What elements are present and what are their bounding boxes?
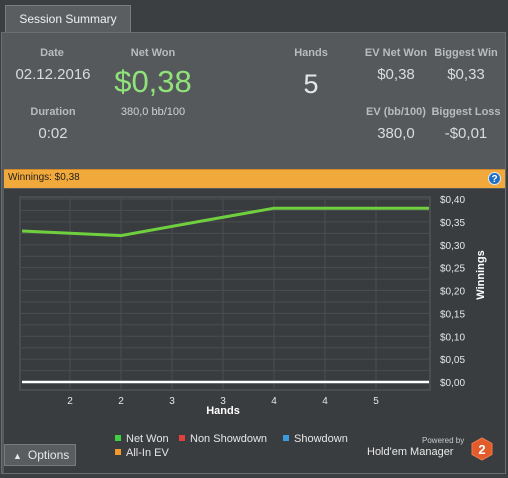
y-tick-label: $0,20 [440, 287, 465, 298]
x-tick-label: 4 [271, 396, 277, 407]
legend-label: All-In EV [126, 447, 169, 459]
y-tick-label: $0,30 [440, 241, 465, 252]
y-tick-label: $0,00 [440, 378, 465, 389]
x-tick-label: 2 [118, 396, 124, 407]
x-tick-label: 4 [322, 396, 328, 407]
duration-value: 0:02 [38, 125, 68, 142]
winnings-banner: Winnings: $0,38 ? [4, 169, 505, 188]
badge-number: 2 [478, 442, 485, 457]
powered-by-text: Powered by [422, 436, 465, 445]
date-label: Date [40, 47, 64, 59]
hands-value: 5 [303, 69, 319, 99]
plot-area [19, 196, 431, 391]
x-tick-label: 3 [169, 396, 175, 407]
legend-label: Net Won [126, 433, 169, 445]
winnings-chart-svg: $0,40 $0,35 $0,30 $0,25 $0,20 $0,15 $0,10 $0,05… [19, 195, 487, 417]
y-tick-label: $0,10 [440, 332, 465, 343]
net-won-bb-per-100: 380,0 bb/100 [120, 106, 186, 118]
brand-name: Hold'em Manager [367, 446, 454, 458]
y-tick-label: $0,15 [440, 309, 465, 320]
biggest-win-label: Biggest Win [434, 47, 498, 59]
question-icon[interactable]: ? [488, 172, 501, 185]
net-won-value: $0,38 [114, 64, 192, 99]
legend-item-net-won[interactable]: Net Won [115, 433, 169, 445]
session-summary-panel: Date 02.12.2016 Duration 0:02 Net Won $0… [1, 32, 506, 474]
x-tick-label: 3 [220, 396, 226, 407]
summary-stats: Date 02.12.2016 Duration 0:02 Net Won $0… [2, 33, 505, 167]
legend-swatch [283, 435, 289, 442]
date-value: 02.12.2016 [15, 66, 91, 83]
y-axis-label: Winnings [475, 250, 487, 299]
legend-item-non-showdown[interactable]: Non Showdown [179, 433, 267, 445]
y-tick-label: $0,40 [440, 195, 465, 206]
biggest-win-value: $0,33 [447, 66, 485, 83]
legend-label: Non Showdown [190, 433, 268, 445]
y-tick-label: $0,05 [440, 355, 465, 366]
options-label: Options [27, 448, 70, 462]
ev-net-won-label: EV Net Won [364, 47, 428, 59]
legend-swatch [115, 449, 121, 456]
x-tick-label: 5 [373, 396, 379, 407]
tab-session-summary[interactable]: Session Summary [5, 5, 131, 32]
series-line-net-won [21, 206, 429, 238]
y-tick-label: $0,35 [440, 218, 465, 229]
caret-up-icon: ▲ [13, 451, 22, 461]
legend-item-all-in-ev[interactable]: All-In EV [115, 447, 169, 459]
ev-bb-100-label: EV (bb/100) [366, 106, 426, 118]
hem2-badge-icon: 2 [471, 437, 493, 461]
winnings-banner-text: Winnings: $0,38 [8, 172, 80, 183]
biggest-loss-label: Biggest Loss [431, 106, 501, 118]
duration-label: Duration [30, 106, 76, 118]
x-axis-label: Hands [206, 405, 240, 417]
winnings-chart: $0,40 $0,35 $0,30 $0,25 $0,20 $0,15 $0,10 $0,05… [4, 189, 505, 473]
legend-item-showdown[interactable]: Showdown [283, 433, 348, 445]
ev-net-won-value: $0,38 [377, 66, 415, 83]
powered-by-logo: Powered by Hold'em Manager 2 [367, 434, 497, 464]
options-button[interactable]: ▲ Options [4, 444, 76, 466]
legend-swatch [179, 435, 185, 442]
biggest-loss-value: -$0,01 [444, 125, 488, 142]
hands-label: Hands [294, 47, 328, 59]
x-tick-label: 2 [67, 396, 73, 407]
y-tick-label: $0,25 [440, 264, 465, 275]
net-won-label: Net Won [130, 47, 176, 59]
ev-bb-100-value: 380,0 [377, 125, 415, 142]
legend-label: Showdown [294, 433, 348, 445]
tab-bar: Session Summary [0, 0, 508, 32]
legend-swatch [115, 435, 121, 442]
